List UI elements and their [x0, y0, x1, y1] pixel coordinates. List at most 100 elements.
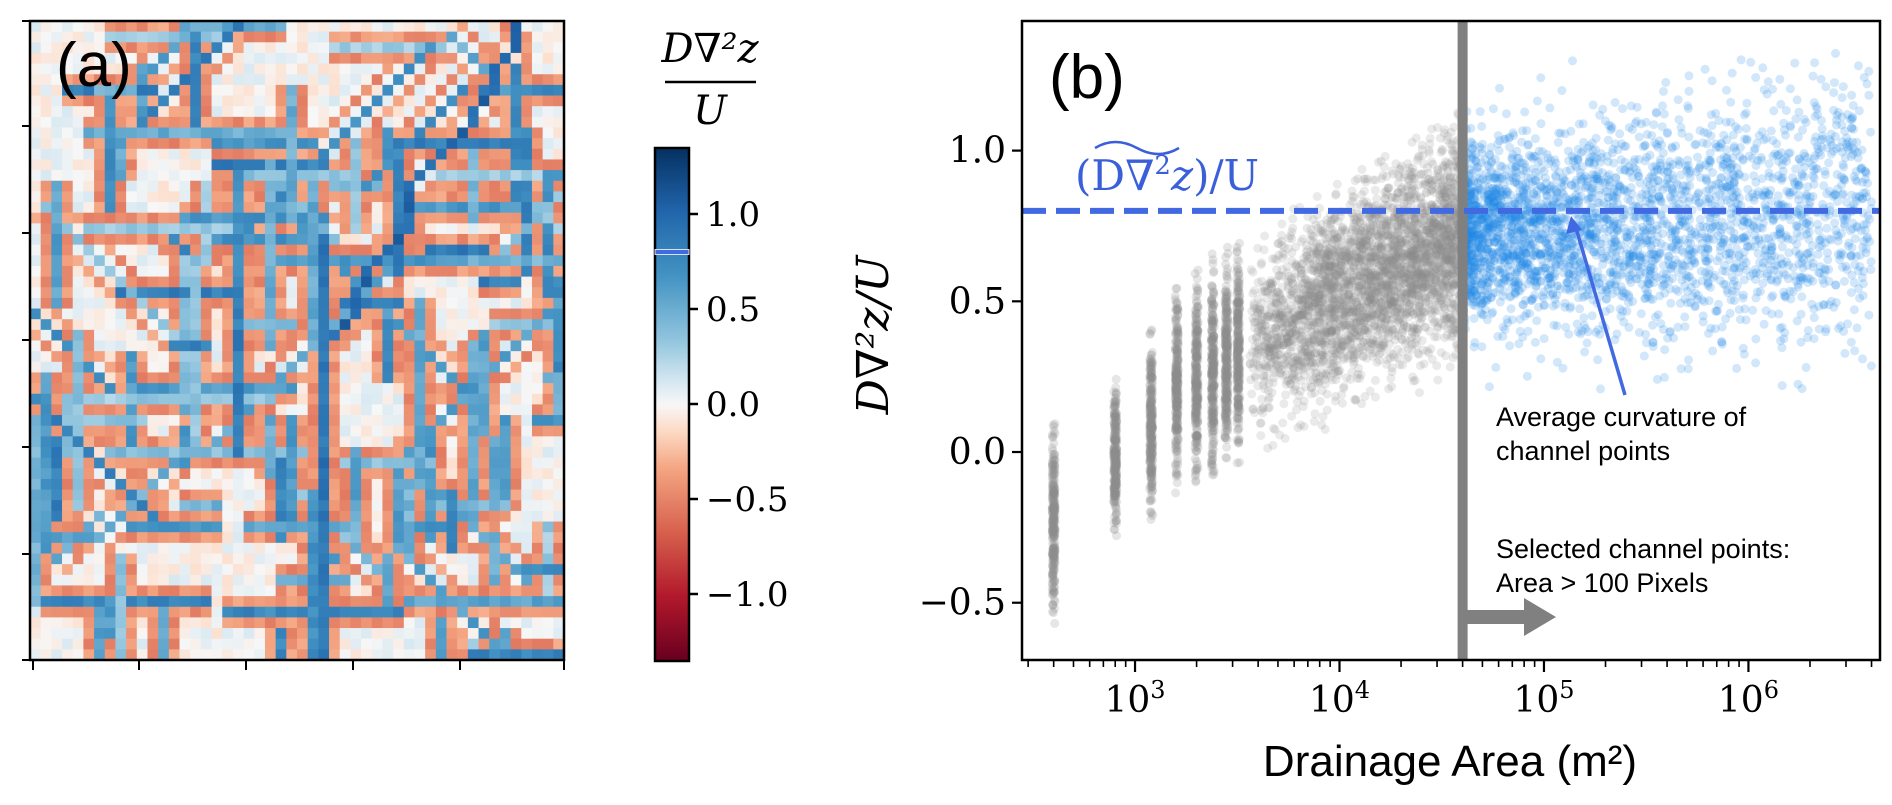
heatmap-cell — [478, 340, 490, 352]
gray-point — [1208, 396, 1218, 406]
heatmap-cells — [30, 21, 565, 661]
gray-point — [1049, 519, 1059, 529]
heatmap-cell — [339, 308, 351, 320]
heatmap-cell — [72, 564, 84, 576]
heatmap-cell — [446, 42, 458, 54]
heatmap-cell — [190, 585, 202, 597]
heatmap-cell — [318, 191, 330, 203]
heatmap-cell — [40, 404, 52, 416]
heatmap-cell — [393, 212, 405, 224]
heatmap-cell — [542, 340, 554, 352]
gray-point — [1190, 407, 1200, 417]
heatmap-cell — [489, 191, 501, 203]
heatmap-cell — [136, 276, 148, 288]
heatmap-cell — [467, 468, 479, 480]
heatmap-cell — [350, 553, 362, 565]
heatmap-cell — [446, 297, 458, 309]
heatmap-cell — [115, 223, 127, 235]
heatmap-cell — [329, 628, 341, 640]
heatmap-cell — [553, 628, 565, 640]
heatmap-cell — [51, 223, 63, 235]
heatmap-cell — [382, 606, 394, 618]
heatmap-cell — [104, 425, 116, 437]
heatmap-cell — [393, 319, 405, 331]
heatmap-cell — [222, 329, 234, 341]
heatmap-cell — [136, 127, 148, 139]
heatmap-cell — [393, 276, 405, 288]
heatmap-cell — [254, 308, 266, 320]
heatmap-cell — [371, 521, 383, 533]
heatmap-cell — [361, 212, 373, 224]
heatmap-cell — [393, 170, 405, 182]
heatmap-cell — [83, 340, 95, 352]
heatmap-cell — [190, 436, 202, 448]
heatmap-cell — [318, 297, 330, 309]
heatmap-cell — [147, 138, 159, 150]
heatmap-cell — [425, 361, 437, 373]
heatmap-cell — [254, 138, 266, 150]
heatmap-cell — [478, 223, 490, 235]
heatmap-cell — [40, 361, 52, 373]
heatmap-cell — [158, 212, 170, 224]
heatmap-cell — [232, 52, 244, 64]
heatmap-cell — [478, 159, 490, 171]
heatmap-cell — [286, 564, 298, 576]
heatmap-cell — [510, 191, 522, 203]
heatmap-cell — [425, 372, 437, 384]
heatmap-cell — [467, 457, 479, 469]
gray-point — [1050, 554, 1060, 564]
heatmap-cell — [200, 297, 212, 309]
heatmap-cell — [435, 202, 447, 214]
heatmap-cell — [499, 159, 511, 171]
heatmap-cell — [126, 574, 138, 586]
heatmap-cell — [200, 159, 212, 171]
heatmap-cell — [190, 21, 202, 33]
heatmap-cell — [30, 31, 42, 43]
heatmap-cell — [147, 351, 159, 363]
gray-point — [1049, 489, 1058, 499]
heatmap-cell — [254, 393, 266, 405]
heatmap-cell — [72, 383, 84, 395]
heatmap-cell — [499, 638, 511, 650]
heatmap-cell — [115, 447, 127, 459]
heatmap-cell — [329, 116, 341, 128]
heatmap-cell — [254, 404, 266, 416]
heatmap-cell — [222, 21, 234, 33]
heatmap-cell — [553, 319, 565, 331]
heatmap-cell — [62, 447, 74, 459]
heatmap-cell — [499, 63, 511, 75]
heatmap-cell — [243, 585, 255, 597]
heatmap-cell — [211, 244, 223, 256]
heatmap-cell — [126, 542, 138, 554]
heatmap-cell — [339, 265, 351, 277]
heatmap-cell — [478, 447, 490, 459]
heatmap-cell — [104, 649, 116, 661]
heatmap-cell — [126, 415, 138, 427]
heatmap-cell — [414, 31, 426, 43]
heatmap-cell — [126, 116, 138, 128]
heatmap-cell — [115, 425, 127, 437]
heatmap-cell — [478, 500, 490, 512]
gray-point — [1048, 562, 1058, 572]
heatmap-cell — [72, 606, 84, 618]
heatmap-cell — [489, 383, 501, 395]
heatmap-cell — [30, 276, 42, 288]
heatmap-cell — [115, 532, 127, 544]
heatmap-cell — [158, 574, 170, 586]
gray-point — [1110, 489, 1120, 499]
heatmap-cell — [382, 42, 394, 54]
heatmap-cell — [478, 42, 490, 54]
heatmap-cell — [168, 478, 180, 490]
heatmap-cell — [425, 170, 437, 182]
heatmap-cell — [371, 191, 383, 203]
gray-point — [1109, 467, 1119, 477]
heatmap-cell — [318, 628, 330, 640]
heatmap-cell — [499, 649, 511, 661]
heatmap-cell — [521, 223, 533, 235]
heatmap-cell — [136, 170, 148, 182]
heatmap-cell — [62, 319, 74, 331]
heatmap-cell — [329, 596, 341, 608]
gray-point — [1222, 355, 1232, 364]
heatmap-cell — [211, 148, 223, 160]
heatmap-cell — [435, 265, 447, 277]
